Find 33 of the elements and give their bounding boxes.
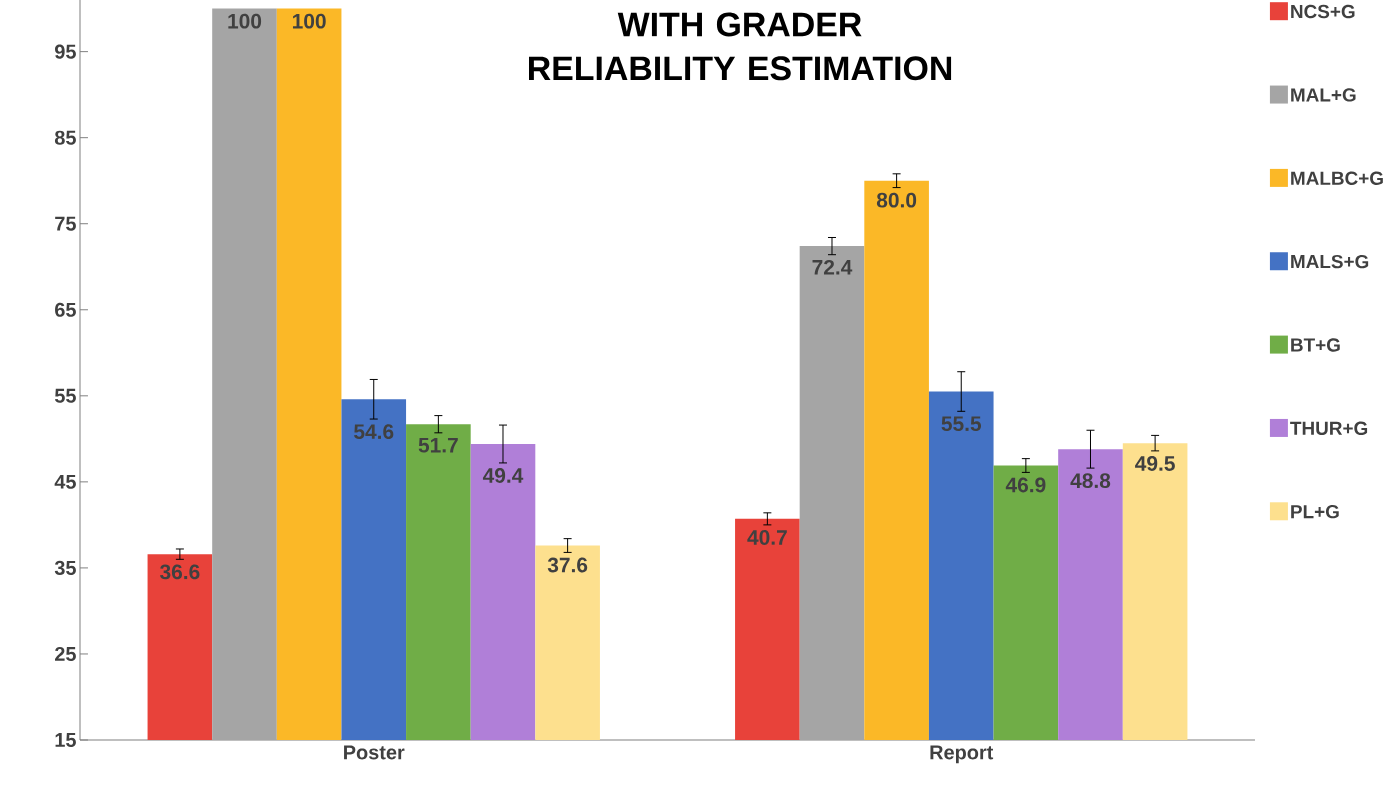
data-label: 55.5 xyxy=(941,416,982,432)
text: WITH GRADER RELIABILITY ESTIMATION xyxy=(529,12,952,81)
y-tick-label: 45 xyxy=(54,474,76,489)
y-tick-label: 55 xyxy=(54,388,76,403)
data-label: 100 xyxy=(292,13,326,29)
data-label: 72.4 xyxy=(812,259,853,275)
data-label: 51.7 xyxy=(418,438,458,453)
y-tick-label: 35 xyxy=(54,560,76,575)
data-label: 49.4 xyxy=(482,468,524,483)
x-tick-label: Poster xyxy=(344,745,405,760)
y-tick-label: 75 xyxy=(55,216,76,231)
y-tick-label: 25 xyxy=(55,646,76,661)
data-label: 37.6 xyxy=(547,557,588,573)
legend-label: MALBC+G xyxy=(1291,171,1383,185)
data-label: 49.5 xyxy=(1135,456,1175,471)
legend-label: NCS+G xyxy=(1291,4,1355,19)
data-label: 48.8 xyxy=(1070,473,1111,489)
y-tick-label: 65 xyxy=(55,302,76,317)
y-tick-label: 95 xyxy=(55,44,76,59)
legend-label: PL+G xyxy=(1291,504,1339,519)
data-label: 100 xyxy=(228,13,262,29)
y-tick-label: 15 xyxy=(55,733,76,747)
legend-label: BT+G xyxy=(1291,338,1340,352)
data-label: 54.6 xyxy=(354,424,394,440)
y-tick-label: 85 xyxy=(54,130,76,145)
legend-label: MALS+G xyxy=(1291,254,1369,269)
legend-label: THUR+G xyxy=(1290,421,1368,435)
data-label: 36.6 xyxy=(160,564,200,580)
legend-label: MAL+G xyxy=(1291,88,1356,102)
data-label: 80.0 xyxy=(876,192,917,208)
data-label: 40.7 xyxy=(747,530,787,545)
data-label: 46.9 xyxy=(1005,477,1046,493)
x-tick-label: Report xyxy=(930,745,994,764)
